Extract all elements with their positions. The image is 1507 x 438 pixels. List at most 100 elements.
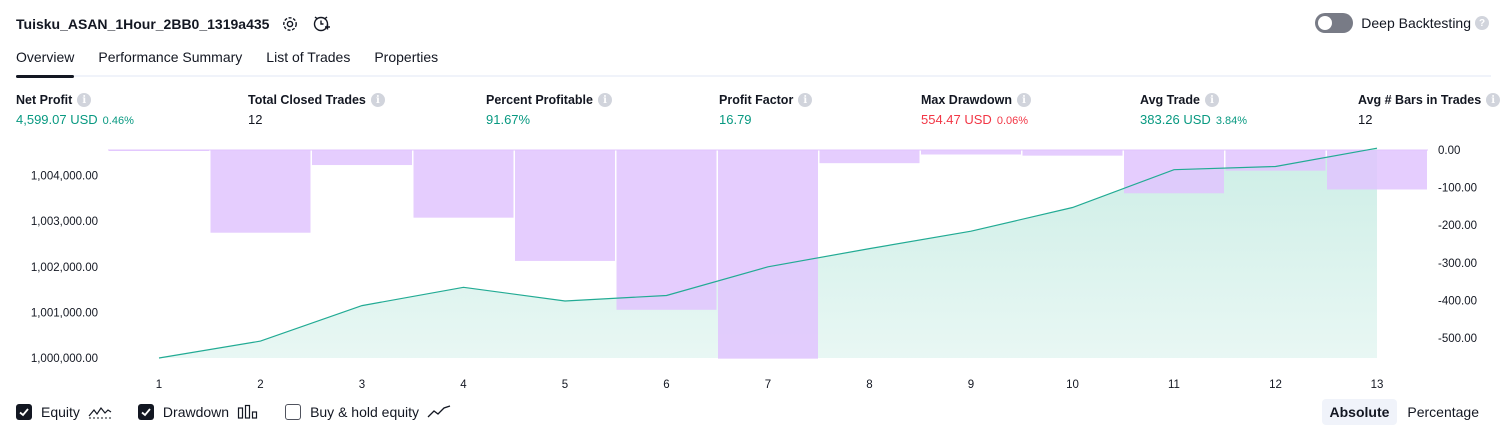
metric-max-drawdown: Max Drawdown i 554.47 USD 0.06% — [921, 93, 1031, 127]
metric-label: Total Closed Trades — [248, 93, 366, 107]
drawdown-bar — [718, 150, 818, 359]
metric-percent: 0.46% — [102, 115, 134, 127]
drawdown-checkbox[interactable] — [137, 404, 154, 420]
tab-list-of-trades[interactable]: List of Trades — [266, 49, 351, 65]
deep-backtesting-toggle[interactable] — [1315, 13, 1354, 33]
drawdown-bar — [109, 150, 209, 151]
metric-label: Avg Trade — [1140, 93, 1200, 107]
equity-line — [158, 147, 1378, 359]
drawdown-bar — [1327, 150, 1427, 190]
info-icon[interactable]: i — [798, 93, 813, 107]
info-icon[interactable]: i — [1204, 93, 1219, 107]
metric-percent-profitable: Percent Profitable i 91.67% — [486, 93, 612, 127]
x-tick-label: 10 — [1066, 379, 1079, 391]
x-tick-label: 13 — [1371, 379, 1384, 391]
x-tick-label: 5 — [562, 379, 568, 391]
metric-label: Profit Factor — [719, 93, 794, 107]
drawdown-bar — [921, 150, 1021, 155]
equity-area — [159, 148, 1377, 358]
drawdown-bar — [819, 150, 920, 164]
equity-checkbox[interactable] — [16, 404, 32, 420]
percentage-button[interactable]: Percentage — [1407, 404, 1479, 420]
metric-value: 383.26 USD — [1140, 112, 1211, 127]
metric-value: 12 — [1358, 112, 1373, 127]
x-tick-label: 9 — [968, 379, 974, 391]
value-mode-switch: Absolute Percentage — [1320, 399, 1488, 425]
metric-value: 16.79 — [719, 112, 752, 127]
strategy-header: Tuisku_ASAN_1Hour_2BB0_1319a435 — [16, 13, 333, 35]
metric-value: 4,599.07 USD — [16, 112, 98, 127]
drawdown-label: Drawdown — [162, 404, 230, 420]
metric-value: 12 — [248, 112, 263, 127]
info-icon[interactable]: i — [597, 93, 612, 107]
help-icon[interactable]: ? — [1475, 16, 1489, 30]
metric-value: 91.67% — [486, 112, 531, 127]
metric-percent: 0.06% — [996, 115, 1029, 127]
y-right-tick-label: -500.00 — [1438, 333, 1477, 345]
x-tick-label: 12 — [1269, 379, 1282, 391]
legend-buy-hold-equity[interactable]: Buy & hold equity — [285, 404, 451, 420]
metric-label: Avg # Bars in Trades — [1358, 93, 1482, 107]
metric-label: Max Drawdown — [921, 93, 1012, 107]
buy-hold-label: Buy & hold equity — [310, 404, 420, 420]
y-right-tick-label: -300.00 — [1438, 258, 1477, 270]
y-left-tick-label: 1,003,000.00 — [31, 216, 98, 228]
tab-properties[interactable]: Properties — [374, 49, 439, 65]
chart-legend: Equity Drawdown Buy & hold equity — [16, 404, 477, 420]
x-tick-label: 4 — [460, 379, 467, 391]
drawdown-bar — [616, 150, 717, 310]
equity-drawdown-chart[interactable]: 1,000,000.00 1,001,000.00 1,002,000.00 1,00… — [0, 140, 1507, 395]
info-icon[interactable]: i — [1017, 93, 1031, 107]
y-right-tick-label: 0.00 — [1438, 145, 1460, 157]
y-right-tick-label: -200.00 — [1438, 220, 1477, 232]
add-alert-clock-icon[interactable] — [311, 13, 333, 35]
x-tick-label: 2 — [257, 379, 263, 391]
deep-backtesting-control: Deep Backtesting ? — [1315, 13, 1489, 33]
x-tick-label: 7 — [765, 379, 771, 391]
drawdown-bar — [515, 150, 615, 261]
x-tick-label: 1 — [156, 379, 162, 391]
settings-gear-icon[interactable] — [279, 13, 301, 35]
absolute-button[interactable]: Absolute — [1321, 399, 1398, 425]
drawdown-bar — [413, 150, 514, 218]
metric-label: Net Profit — [16, 93, 73, 107]
info-icon[interactable]: i — [370, 93, 385, 107]
legend-equity[interactable]: Equity — [16, 404, 112, 420]
strategy-name: Tuisku_ASAN_1Hour_2BB0_1319a435 — [16, 16, 270, 32]
equity-line-icon — [88, 404, 112, 420]
x-tick-label: 8 — [866, 379, 872, 391]
x-tick-label: 3 — [359, 379, 365, 391]
y-right-tick-label: -100.00 — [1438, 183, 1477, 195]
drawdown-bar — [1022, 150, 1123, 156]
y-left-tick-label: 1,001,000.00 — [31, 307, 98, 319]
metric-profit-factor: Profit Factor i 16.79 — [719, 93, 813, 127]
drawdown-bar — [1225, 150, 1326, 171]
drawdown-bars-icon — [237, 404, 259, 420]
drawdown-bar — [1124, 150, 1224, 194]
tab-performance-summary[interactable]: Performance Summary — [98, 49, 243, 65]
buy-hold-line-icon — [427, 404, 451, 420]
equity-label: Equity — [41, 404, 80, 420]
metric-net-profit: Net Profit i 4,599.07 USD 0.46% — [16, 93, 134, 127]
metric-avg-bars-in-trades: Avg # Bars in Trades i 12 — [1358, 93, 1501, 127]
x-tick-label: 6 — [663, 379, 669, 391]
x-tick-label: 11 — [1168, 379, 1180, 391]
y-left-tick-label: 1,004,000.00 — [31, 171, 98, 183]
report-tabs: Overview Performance Summary List of Tra… — [16, 48, 1491, 78]
legend-drawdown[interactable]: Drawdown — [137, 404, 259, 420]
info-icon[interactable]: i — [77, 93, 92, 107]
deep-backtesting-label: Deep Backtesting — [1361, 15, 1471, 31]
metric-percent: 3.84% — [1215, 115, 1248, 127]
drawdown-bar — [312, 150, 412, 166]
metric-avg-trade: Avg Trade i 383.26 USD 3.84% — [1140, 93, 1247, 127]
drawdown-bar — [210, 150, 311, 233]
info-icon[interactable]: i — [1486, 93, 1501, 107]
metric-value: 554.47 USD — [921, 112, 992, 127]
buy-hold-checkbox[interactable] — [285, 404, 302, 420]
y-right-tick-label: -400.00 — [1438, 295, 1477, 307]
metric-total-closed-trades: Total Closed Trades i 12 — [248, 93, 385, 127]
y-left-tick-label: 1,000,000.00 — [31, 353, 98, 365]
y-left-tick-label: 1,002,000.00 — [31, 262, 98, 274]
metric-label: Percent Profitable — [486, 93, 593, 107]
tab-overview[interactable]: Overview — [16, 48, 75, 78]
